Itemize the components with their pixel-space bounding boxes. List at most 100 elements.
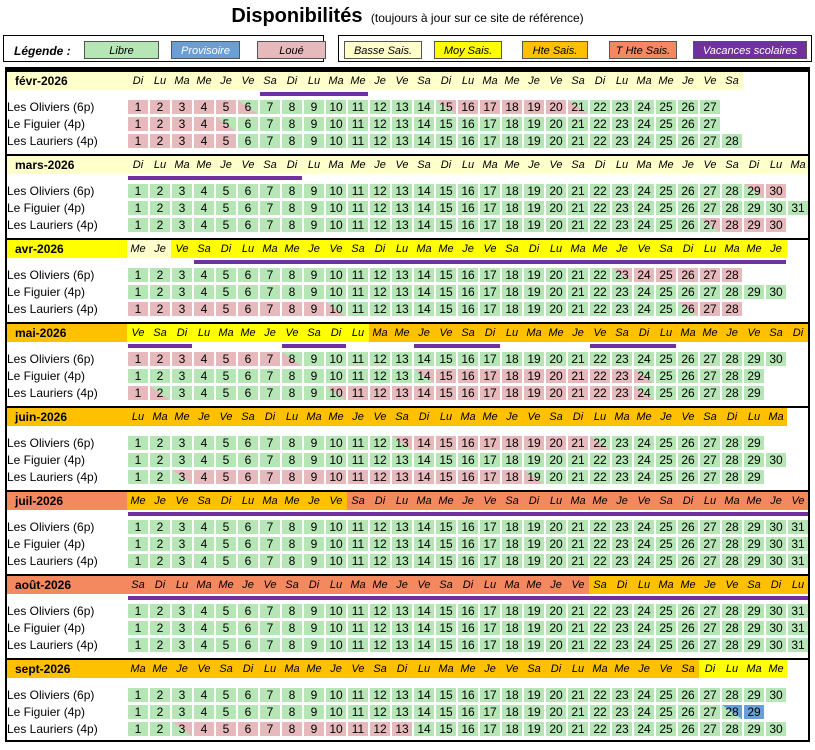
day-cell[interactable]: 17 <box>479 368 501 384</box>
day-cell[interactable]: 22 <box>589 116 611 132</box>
day-cell[interactable]: 1 <box>127 603 149 619</box>
day-cell[interactable]: 18 <box>501 603 523 619</box>
day-cell[interactable]: 16 <box>457 519 479 535</box>
day-cell[interactable]: 24 <box>633 116 655 132</box>
day-cell[interactable]: 12 <box>369 469 391 485</box>
day-cell[interactable]: 19 <box>523 704 545 720</box>
day-cell[interactable]: 16 <box>457 469 479 485</box>
day-cell[interactable]: 16 <box>457 200 479 216</box>
day-cell[interactable]: 28 <box>721 284 743 300</box>
day-cell[interactable]: 22 <box>589 536 611 552</box>
day-cell[interactable]: 11 <box>347 452 369 468</box>
day-cell[interactable]: 29 <box>743 284 765 300</box>
day-cell[interactable]: 2 <box>149 704 171 720</box>
day-cell[interactable]: 7 <box>259 183 281 199</box>
day-cell[interactable]: 13 <box>391 385 413 401</box>
day-cell[interactable]: 10 <box>325 284 347 300</box>
day-cell[interactable]: 29 <box>743 519 765 535</box>
day-cell[interactable]: 7 <box>259 200 281 216</box>
day-cell[interactable]: 26 <box>677 116 699 132</box>
day-cell[interactable]: 18 <box>501 267 523 283</box>
day-cell[interactable]: 12 <box>369 519 391 535</box>
day-cell[interactable]: 14 <box>413 469 435 485</box>
day-cell[interactable]: 25 <box>655 368 677 384</box>
day-cell[interactable]: 21 <box>567 116 589 132</box>
day-cell[interactable]: 18 <box>501 301 523 317</box>
day-cell[interactable]: 16 <box>457 637 479 653</box>
day-cell[interactable]: 26 <box>677 452 699 468</box>
day-cell[interactable]: 30 <box>765 200 787 216</box>
day-cell[interactable]: 2 <box>149 368 171 384</box>
day-cell[interactable]: 3 <box>171 267 193 283</box>
day-cell[interactable]: 28 <box>721 217 743 233</box>
day-cell[interactable]: 28 <box>721 553 743 569</box>
day-cell[interactable]: 13 <box>391 116 413 132</box>
day-cell[interactable]: 21 <box>567 704 589 720</box>
day-cell[interactable]: 23 <box>611 687 633 703</box>
day-cell[interactable]: 20 <box>545 385 567 401</box>
day-cell[interactable]: 9 <box>303 536 325 552</box>
day-cell[interactable]: 3 <box>171 368 193 384</box>
day-cell[interactable]: 3 <box>171 519 193 535</box>
day-cell[interactable]: 18 <box>501 704 523 720</box>
day-cell[interactable]: 24 <box>633 301 655 317</box>
day-cell[interactable]: 23 <box>611 351 633 367</box>
day-cell[interactable]: 16 <box>457 704 479 720</box>
day-cell[interactable]: 26 <box>677 553 699 569</box>
day-cell[interactable]: 10 <box>325 200 347 216</box>
day-cell[interactable]: 15 <box>435 452 457 468</box>
day-cell[interactable]: 15 <box>435 301 457 317</box>
day-cell[interactable]: 13 <box>391 452 413 468</box>
day-cell[interactable]: 4 <box>193 721 215 737</box>
day-cell[interactable]: 13 <box>391 368 413 384</box>
day-cell[interactable]: 20 <box>545 183 567 199</box>
day-cell[interactable]: 16 <box>457 183 479 199</box>
day-cell[interactable]: 23 <box>611 637 633 653</box>
day-cell[interactable]: 15 <box>435 721 457 737</box>
day-cell[interactable]: 16 <box>457 301 479 317</box>
day-cell[interactable]: 8 <box>281 368 303 384</box>
day-cell[interactable]: 4 <box>193 301 215 317</box>
day-cell[interactable]: 8 <box>281 385 303 401</box>
day-cell[interactable]: 5 <box>215 721 237 737</box>
day-cell[interactable]: 13 <box>391 603 413 619</box>
day-cell[interactable]: 17 <box>479 519 501 535</box>
day-cell[interactable]: 6 <box>237 553 259 569</box>
day-cell[interactable]: 2 <box>149 99 171 115</box>
day-cell[interactable]: 21 <box>567 284 589 300</box>
day-cell[interactable]: 14 <box>413 452 435 468</box>
day-cell[interactable]: 27 <box>699 687 721 703</box>
day-cell[interactable]: 22 <box>589 368 611 384</box>
day-cell[interactable]: 16 <box>457 284 479 300</box>
day-cell[interactable]: 26 <box>677 267 699 283</box>
day-cell[interactable]: 4 <box>193 133 215 149</box>
day-cell[interactable]: 14 <box>413 435 435 451</box>
day-cell[interactable]: 8 <box>281 469 303 485</box>
day-cell[interactable]: 9 <box>303 183 325 199</box>
day-cell[interactable]: 18 <box>501 721 523 737</box>
day-cell[interactable]: 3 <box>171 603 193 619</box>
day-cell[interactable]: 19 <box>523 351 545 367</box>
day-cell[interactable]: 27 <box>699 267 721 283</box>
day-cell[interactable]: 3 <box>171 99 193 115</box>
day-cell[interactable]: 19 <box>523 435 545 451</box>
day-cell[interactable]: 14 <box>413 301 435 317</box>
day-cell[interactable]: 3 <box>171 183 193 199</box>
day-cell[interactable]: 11 <box>347 637 369 653</box>
day-cell[interactable]: 20 <box>545 435 567 451</box>
day-cell[interactable]: 14 <box>413 721 435 737</box>
day-cell[interactable]: 6 <box>237 452 259 468</box>
day-cell[interactable]: 2 <box>149 687 171 703</box>
day-cell[interactable]: 8 <box>281 519 303 535</box>
day-cell[interactable]: 29 <box>743 603 765 619</box>
day-cell[interactable]: 22 <box>589 385 611 401</box>
day-cell[interactable]: 23 <box>611 553 633 569</box>
day-cell[interactable]: 6 <box>237 368 259 384</box>
day-cell[interactable]: 31 <box>787 536 808 552</box>
day-cell[interactable]: 21 <box>567 620 589 636</box>
day-cell[interactable]: 31 <box>787 603 808 619</box>
day-cell[interactable]: 8 <box>281 267 303 283</box>
day-cell[interactable]: 4 <box>193 200 215 216</box>
day-cell[interactable]: 3 <box>171 385 193 401</box>
day-cell[interactable]: 12 <box>369 99 391 115</box>
